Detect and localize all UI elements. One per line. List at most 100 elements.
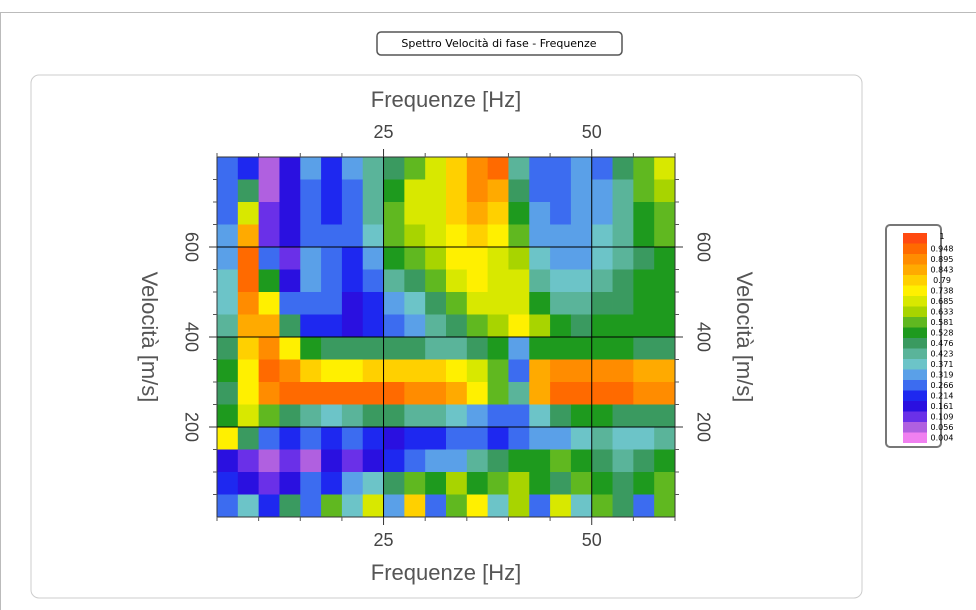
heat-cell [259, 450, 280, 473]
heat-cell [488, 495, 509, 518]
heat-cell [446, 225, 467, 248]
heat-cell [342, 292, 363, 315]
heat-cell [508, 427, 529, 450]
heat-cell [550, 405, 571, 428]
heat-cell [217, 337, 238, 360]
heat-cell [508, 315, 529, 338]
heat-cell [592, 382, 613, 405]
heat-cell [342, 472, 363, 495]
heat-cell [259, 405, 280, 428]
heat-cell [613, 472, 634, 495]
heat-cell [321, 225, 342, 248]
colorbar-swatch [903, 307, 927, 318]
heat-cell [654, 360, 675, 383]
heat-cell [571, 472, 592, 495]
heat-cell [279, 315, 300, 338]
heat-cell [654, 450, 675, 473]
heat-cell [571, 337, 592, 360]
heat-cell [259, 472, 280, 495]
heat-cell [633, 225, 654, 248]
heat-cell [550, 495, 571, 518]
colorbar-label: 0.371 [931, 360, 954, 369]
heat-cell [404, 495, 425, 518]
heat-cell [592, 495, 613, 518]
heat-cell [488, 225, 509, 248]
heat-cell [571, 450, 592, 473]
heat-cell [467, 202, 488, 225]
heat-cell [425, 292, 446, 315]
heat-cell [238, 382, 259, 405]
heat-cell [508, 180, 529, 203]
heat-cell [384, 270, 405, 293]
colorbar-label: 0.633 [931, 307, 954, 316]
colorbar-swatch [903, 328, 927, 339]
colorbar-label: 1 [939, 232, 944, 241]
heat-cell [300, 495, 321, 518]
heat-cell [654, 405, 675, 428]
heat-cell [508, 360, 529, 383]
colorbar-swatch [903, 265, 927, 276]
heat-cell [217, 202, 238, 225]
heat-cell [633, 495, 654, 518]
heat-cell [654, 315, 675, 338]
heat-cell [384, 315, 405, 338]
heat-cell [342, 157, 363, 180]
heat-cell [238, 315, 259, 338]
heat-cell [488, 405, 509, 428]
heat-cell [571, 180, 592, 203]
heat-cell [384, 202, 405, 225]
y-axis-title-right: Velocità [m/s] [732, 272, 757, 403]
heat-cell [633, 472, 654, 495]
heat-cell [633, 157, 654, 180]
heat-cell [571, 495, 592, 518]
heat-cell [384, 157, 405, 180]
heat-cell [238, 450, 259, 473]
heat-cell [592, 247, 613, 270]
colorbar-label: 0.476 [931, 339, 954, 348]
colorbar-swatch [903, 317, 927, 328]
heat-cell [321, 202, 342, 225]
heat-cell [508, 450, 529, 473]
heat-cell [592, 157, 613, 180]
heat-cell [425, 157, 446, 180]
heat-cell [425, 405, 446, 428]
heat-cell [467, 427, 488, 450]
heat-cell [613, 405, 634, 428]
heat-cell [321, 315, 342, 338]
heat-cell [508, 495, 529, 518]
heat-cell [654, 225, 675, 248]
heat-cell [592, 315, 613, 338]
heat-cell [654, 180, 675, 203]
heat-cell [654, 495, 675, 518]
heat-cell [550, 360, 571, 383]
heat-cell [363, 180, 384, 203]
heat-cell [300, 247, 321, 270]
heat-cell [467, 337, 488, 360]
heat-cell [217, 247, 238, 270]
heat-cell [238, 337, 259, 360]
heat-cell [633, 450, 654, 473]
heat-cell [488, 472, 509, 495]
colorbar-swatch [903, 422, 927, 433]
heat-cell [550, 450, 571, 473]
y-axis-title-left: Velocità [m/s] [137, 272, 162, 403]
heat-cell [550, 382, 571, 405]
heat-cell [259, 427, 280, 450]
heat-cell [259, 157, 280, 180]
heat-cell [529, 382, 550, 405]
colorbar-swatch [903, 412, 927, 423]
heat-cell [363, 157, 384, 180]
colorbar-label: 0.214 [931, 391, 954, 400]
heat-cell [446, 427, 467, 450]
heat-cell [425, 427, 446, 450]
heat-cell [529, 247, 550, 270]
colorbar-swatch [903, 338, 927, 349]
heat-cell [425, 202, 446, 225]
colorbar-swatch [903, 359, 927, 370]
heat-cell [488, 360, 509, 383]
heat-cell [217, 292, 238, 315]
heat-cell [613, 225, 634, 248]
colorbar-label: 0.319 [931, 370, 954, 379]
heat-cell [404, 315, 425, 338]
heat-cell [446, 495, 467, 518]
